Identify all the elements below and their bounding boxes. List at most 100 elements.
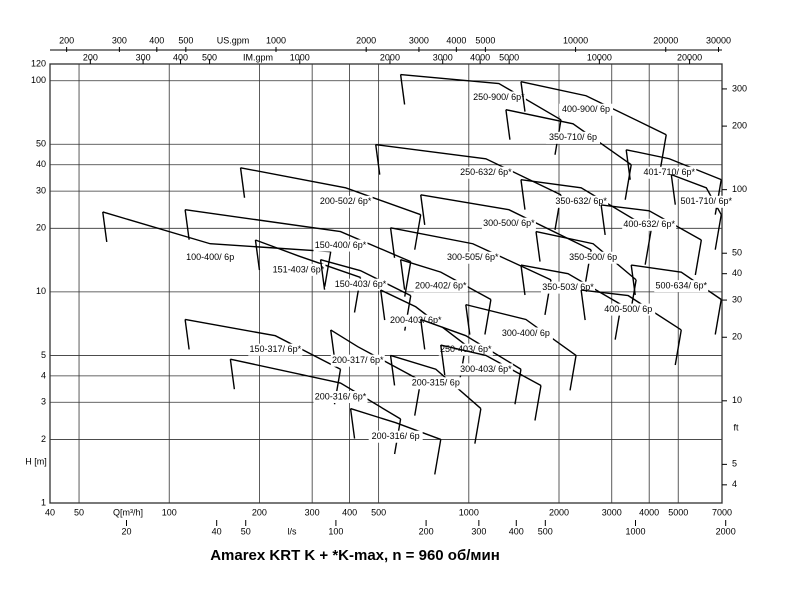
pump-curve xyxy=(230,358,401,420)
pump-edge xyxy=(465,304,471,335)
secondary-tick-label: 3000 xyxy=(433,52,453,62)
x-tick-label: 50 xyxy=(74,507,84,517)
label-bg xyxy=(438,343,493,356)
x-tick-label: 300 xyxy=(305,507,320,517)
secondary-tick-label: 50 xyxy=(241,526,251,536)
pump-edge xyxy=(520,179,526,210)
pump-curve xyxy=(400,259,492,301)
label-bg xyxy=(313,239,368,252)
secondary-tick-label: 200 xyxy=(59,35,74,45)
pump-edge xyxy=(379,289,386,321)
pump-edge xyxy=(520,81,526,112)
pump-label: 200-403/ 6p* xyxy=(390,315,442,325)
pump-edge xyxy=(670,174,676,205)
pump-edge xyxy=(625,149,631,180)
pump-curve xyxy=(185,208,412,263)
y-tick-label: 1 xyxy=(41,497,46,507)
secondary-axis-label: IM.gpm xyxy=(243,52,273,62)
pump-curve xyxy=(102,211,331,253)
x-tick-label: 1000 xyxy=(459,507,479,517)
secondary-axis-label: US.gpm xyxy=(217,35,250,45)
pump-edge xyxy=(239,167,246,198)
secondary-tick-label: 2000 xyxy=(716,526,736,536)
secondary-tick-label: 4000 xyxy=(470,52,490,62)
secondary-tick-label: 4000 xyxy=(446,35,466,45)
secondary-tick-label: 300 xyxy=(112,35,127,45)
pump-curve xyxy=(626,149,722,181)
label-bg xyxy=(546,131,601,144)
label-bg xyxy=(313,391,368,404)
secondary-tick-label: 1000 xyxy=(266,35,286,45)
secondary-tick-label: 5000 xyxy=(475,35,495,45)
label-bg xyxy=(413,280,468,293)
pump-edge xyxy=(254,239,261,271)
secondary-tick-label: 30000 xyxy=(706,35,731,45)
secondary-tick-label: 400 xyxy=(149,35,164,45)
pump-label: 350-503/ 6p* xyxy=(542,282,594,292)
pump-label: 200-402/ 6p* xyxy=(415,281,467,291)
secondary-tick-label: 1000 xyxy=(625,526,645,536)
label-bg xyxy=(183,251,238,264)
pump-curve xyxy=(440,344,542,387)
pump-label: 400-900/ 6p xyxy=(562,104,610,114)
pump-edge xyxy=(505,109,511,140)
label-bg xyxy=(654,280,709,293)
label-bg xyxy=(642,166,697,179)
label-bg xyxy=(458,166,513,179)
pump-curve xyxy=(581,289,682,331)
x-axis-label: Q[m³/h] xyxy=(113,507,143,517)
pump-edge xyxy=(184,209,190,240)
pump-edge xyxy=(569,355,577,391)
pump-label: 200-317/ 6p* xyxy=(332,355,384,365)
secondary-axis-label: l/s xyxy=(288,526,298,536)
pump-label: 150-403/ 6p* xyxy=(335,279,387,289)
pump-edge xyxy=(375,144,381,175)
y2-tick-label: 40 xyxy=(732,268,742,278)
y-tick-label: 2 xyxy=(41,434,46,444)
label-bg xyxy=(554,195,609,208)
secondary-tick-label: 20000 xyxy=(677,52,702,62)
label-bg xyxy=(481,217,536,230)
label-bg xyxy=(559,103,614,116)
label-bg xyxy=(330,354,385,367)
pump-edge xyxy=(600,204,606,236)
secondary-tick-label: 3000 xyxy=(409,35,429,45)
y-tick-label: 50 xyxy=(36,139,46,149)
pump-label: 350-710/ 6p xyxy=(549,132,597,142)
pump-curve xyxy=(400,73,562,121)
y-tick-label: 100 xyxy=(31,75,46,85)
pump-edge xyxy=(414,214,422,250)
pump-curve xyxy=(601,204,702,241)
y2-tick-label: 20 xyxy=(732,332,742,342)
pump-edge xyxy=(349,408,356,439)
pump-curve xyxy=(465,303,577,356)
secondary-tick-label: 300 xyxy=(471,526,486,536)
y2-tick-label: 300 xyxy=(732,83,747,93)
secondary-tick-label: 20 xyxy=(121,526,131,536)
pump-label: 200-316/ 6p xyxy=(372,431,420,441)
pump-curve xyxy=(330,329,422,382)
secondary-tick-label: 200 xyxy=(83,52,98,62)
pump-label: 151-403/ 6p* xyxy=(273,264,325,274)
x-tick-label: 3000 xyxy=(602,507,622,517)
pump-edge xyxy=(694,239,703,276)
secondary-tick-label: 500 xyxy=(538,526,553,536)
secondary-tick-label: 500 xyxy=(202,52,217,62)
pump-edge xyxy=(714,299,722,335)
pump-edge xyxy=(399,259,406,290)
label-bg xyxy=(368,430,423,443)
pump-edge xyxy=(102,211,108,243)
pump-curve xyxy=(420,318,522,370)
label-bg xyxy=(248,343,303,356)
x-tick-label: 400 xyxy=(342,507,357,517)
x-tick-label: 40 xyxy=(45,507,55,517)
y2-tick-label: 30 xyxy=(732,294,742,304)
label-bg xyxy=(458,363,513,376)
pump-label: 250-632/ 6p* xyxy=(460,167,512,177)
pump-edge xyxy=(484,299,492,335)
pump-curve xyxy=(240,167,421,216)
pump-label: 200-316/ 6p* xyxy=(315,391,367,401)
pump-edge xyxy=(434,439,442,475)
secondary-tick-label: 400 xyxy=(509,526,524,536)
label-bg xyxy=(601,303,656,316)
